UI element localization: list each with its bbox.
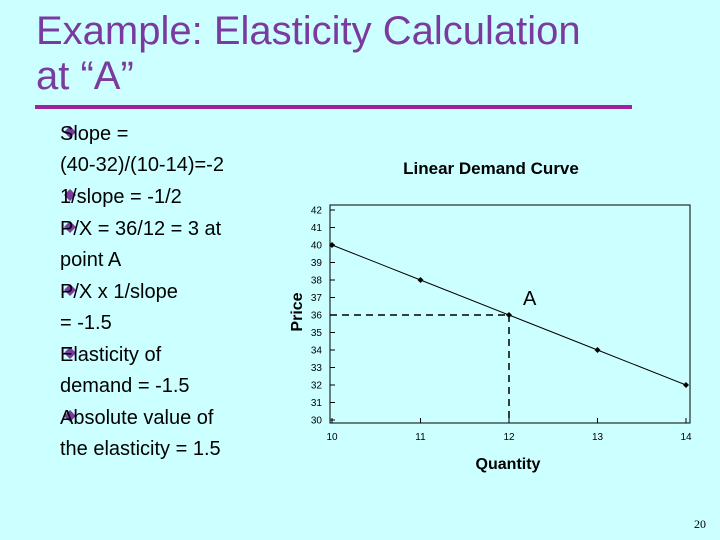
chart-title: Linear Demand Curve [403,159,579,178]
bullet-marker [64,284,76,296]
bullet-text: (40-32)/(10-14)=-2 [60,154,224,176]
slide-title: at “A” [36,54,134,98]
y-tick-label: 39 [311,258,323,269]
bullet-text: the elasticity = 1.5 [60,438,221,460]
y-tick-label: 37 [311,293,323,304]
point-marker [594,347,601,353]
bullet-text: point A [60,249,122,271]
y-tick-label: 36 [311,311,323,322]
bullet-text: Slope = [60,123,128,145]
bullet-text: Absolute value of [60,407,214,429]
bullet-text: Elasticity of [60,344,162,366]
bullet-text: P/X = 36/12 = 3 at [60,218,222,240]
bullet-text: = -1.5 [60,312,112,334]
y-tick-label: 32 [311,381,323,392]
title-rule [35,105,632,109]
y-tick-label: 35 [311,328,323,339]
bullet-marker [64,347,76,359]
x-tick-label: 14 [680,432,692,443]
y-tick-label: 40 [311,241,323,252]
bullet-text: demand = -1.5 [60,375,190,397]
point-marker [329,242,335,248]
bullet-marker [64,126,76,138]
plot-frame [329,204,691,424]
bullet-text: 1/slope = -1/2 [60,186,182,208]
x-tick-label: 10 [326,432,338,443]
x-tick-label: 12 [503,432,515,443]
x-tick-label: 11 [415,432,426,443]
y-tick-label: 42 [311,206,323,217]
page-number: 20 [694,517,706,531]
annotation: A [523,288,537,310]
point-marker [683,382,689,388]
y-tick-label: 33 [311,363,323,374]
y-tick-label: 31 [311,398,323,409]
slide-title: Example: Elasticity Calculation [36,9,581,53]
point-marker [417,277,424,283]
bullet-marker [64,410,76,422]
x-axis-label: Quantity [476,456,541,473]
bullet-text: P/X x 1/slope [60,281,178,303]
bullet-marker [64,189,76,201]
x-tick-label: 13 [592,432,604,443]
y-tick-label: 41 [311,223,323,234]
point-marker [506,312,512,318]
y-tick-label: 30 [311,416,323,427]
y-tick-label: 34 [311,346,323,357]
y-axis-label: Price [289,292,306,331]
y-tick-label: 38 [311,276,323,287]
bullet-marker [64,221,76,233]
